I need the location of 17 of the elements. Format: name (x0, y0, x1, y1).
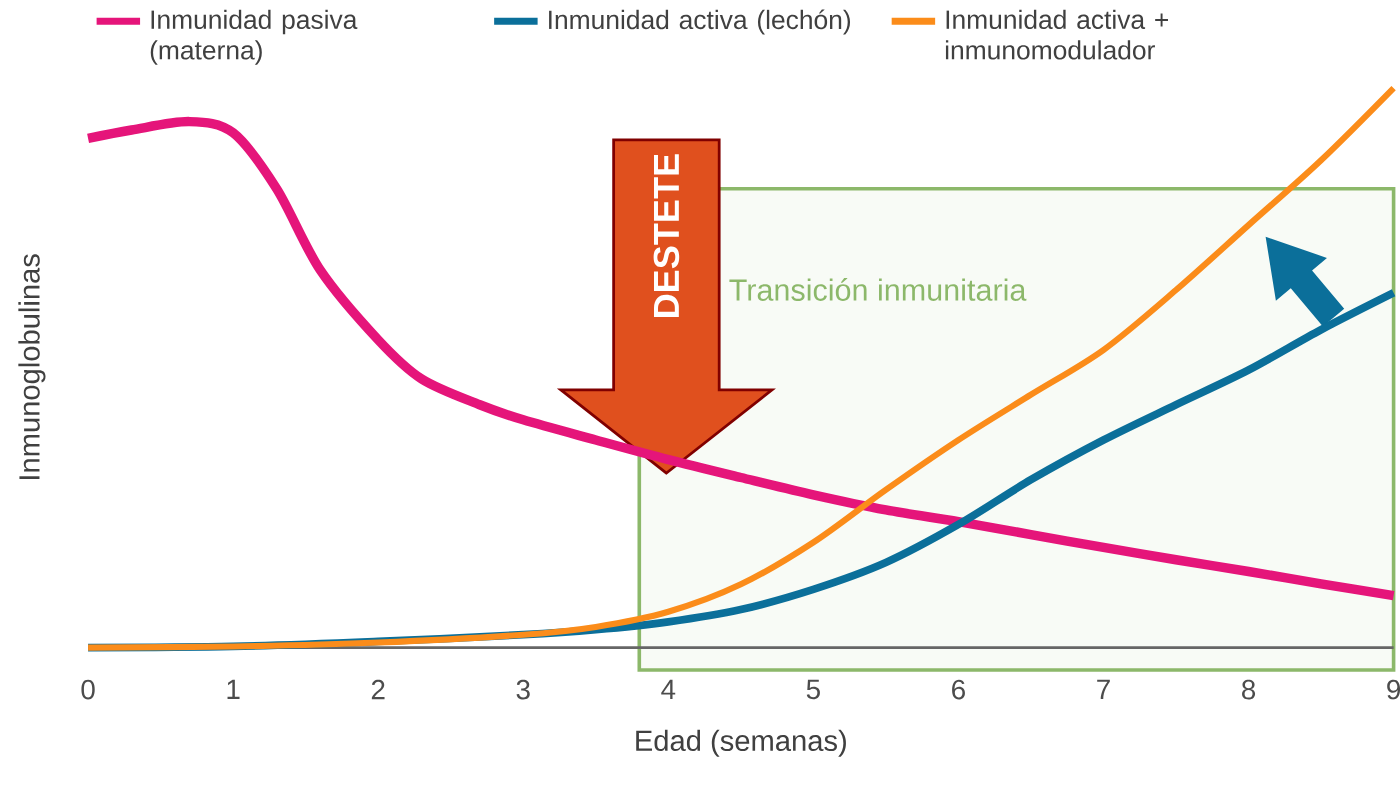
x-tick-label: 1 (227, 679, 240, 699)
x-tick-label: 9 (1387, 679, 1400, 700)
x-tick-label: 3 (516, 679, 530, 700)
y-axis-title: Inmunoglobulinas (18, 254, 46, 480)
x-tick-label: 5 (806, 679, 820, 700)
x-tick-label: 0 (81, 679, 95, 700)
x-axis-title: Edad (semanas) (636, 729, 846, 757)
x-tick-label: 7 (1097, 679, 1110, 699)
x-tick-label: 4 (661, 679, 676, 699)
annotation: DESTETE (653, 154, 680, 318)
legend-label: Inmunidad activa + inmunomodulador (945, 9, 1168, 60)
legend-label: Inmunidad pasiva (materna) (150, 9, 358, 65)
legend-label: Inmunidad activa (lechón) (549, 9, 851, 35)
x-tick-label: 8 (1242, 679, 1256, 700)
band-label: Transición inmunitaria (729, 278, 1027, 301)
x-tick-label: 6 (952, 679, 965, 700)
x-tick-label: 2 (371, 679, 385, 700)
